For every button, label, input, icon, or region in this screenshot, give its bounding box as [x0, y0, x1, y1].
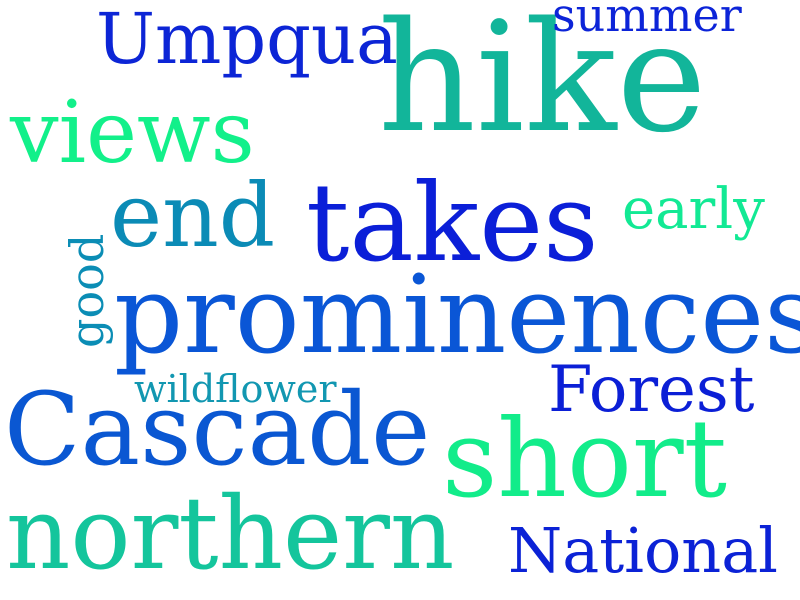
word-national: National	[508, 514, 779, 587]
word-takes: takes	[306, 161, 599, 286]
word-summer: summer	[552, 0, 742, 42]
word-end: end	[110, 164, 276, 267]
word-umpqua: Umpqua	[96, 0, 398, 80]
word-good: good	[60, 233, 114, 348]
word-wildflower: wildflower	[134, 367, 337, 411]
word-short: short	[442, 397, 728, 522]
word-hike: hike	[378, 0, 707, 166]
word-views: views	[10, 83, 255, 183]
word-cascade: Cascade	[4, 371, 431, 488]
word-prominences: prominences	[114, 253, 800, 378]
word-forest: Forest	[548, 353, 755, 427]
word-northern: northern	[6, 475, 455, 592]
word-early: early	[622, 177, 765, 242]
